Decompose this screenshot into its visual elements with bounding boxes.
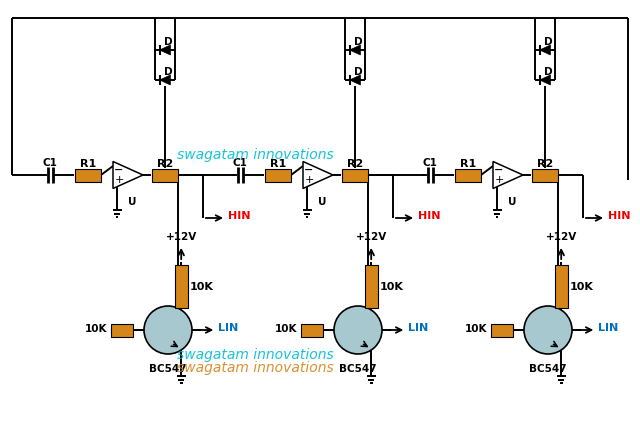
- Text: +12V: +12V: [356, 232, 387, 242]
- Text: swagatam innovations: swagatam innovations: [177, 361, 333, 375]
- Text: C1: C1: [232, 158, 248, 168]
- Bar: [301, 323, 323, 336]
- Text: D: D: [164, 37, 172, 47]
- Bar: [491, 323, 513, 336]
- Text: 10K: 10K: [275, 324, 297, 334]
- Bar: [265, 168, 291, 181]
- Text: D: D: [544, 67, 552, 77]
- Bar: [455, 168, 481, 181]
- Polygon shape: [303, 161, 333, 188]
- Text: −: −: [304, 164, 314, 174]
- Polygon shape: [540, 75, 550, 85]
- Bar: [342, 168, 368, 181]
- Text: +: +: [494, 175, 504, 185]
- Text: HIN: HIN: [228, 211, 250, 221]
- Circle shape: [524, 306, 572, 354]
- Bar: [365, 265, 378, 308]
- Text: D: D: [354, 67, 362, 77]
- Text: 10K: 10K: [84, 324, 107, 334]
- Polygon shape: [159, 75, 170, 85]
- Polygon shape: [540, 45, 550, 55]
- Polygon shape: [349, 45, 360, 55]
- Text: R2: R2: [537, 159, 553, 169]
- Bar: [555, 265, 568, 308]
- Text: 10K: 10K: [379, 282, 403, 292]
- Text: LIN: LIN: [598, 323, 618, 333]
- Text: LIN: LIN: [218, 323, 239, 333]
- Text: BC547: BC547: [339, 364, 377, 374]
- Text: BC547: BC547: [529, 364, 567, 374]
- Text: −: −: [494, 164, 504, 174]
- Text: U: U: [128, 197, 136, 207]
- Text: R1: R1: [460, 159, 476, 169]
- Bar: [75, 168, 101, 181]
- Text: +: +: [115, 175, 124, 185]
- Polygon shape: [349, 75, 360, 85]
- Bar: [152, 168, 178, 181]
- Text: swagatam innovations: swagatam innovations: [177, 148, 333, 162]
- Text: 10K: 10K: [465, 324, 487, 334]
- Text: LIN: LIN: [408, 323, 428, 333]
- Text: R1: R1: [80, 159, 96, 169]
- Polygon shape: [159, 45, 170, 55]
- Text: 10K: 10K: [569, 282, 593, 292]
- Text: +12V: +12V: [545, 232, 577, 242]
- Circle shape: [144, 306, 192, 354]
- Bar: [532, 168, 558, 181]
- Text: +: +: [304, 175, 314, 185]
- Text: U: U: [508, 197, 516, 207]
- Text: C1: C1: [422, 158, 437, 168]
- Text: +12V: +12V: [166, 232, 197, 242]
- Polygon shape: [113, 161, 143, 188]
- Bar: [175, 265, 188, 308]
- Text: R2: R2: [157, 159, 173, 169]
- Polygon shape: [493, 161, 523, 188]
- Text: 10K: 10K: [189, 282, 213, 292]
- Text: D: D: [544, 37, 552, 47]
- Circle shape: [334, 306, 382, 354]
- Text: swagatam innovations: swagatam innovations: [177, 348, 333, 362]
- Text: U: U: [317, 197, 326, 207]
- Text: R2: R2: [347, 159, 363, 169]
- Text: C1: C1: [43, 158, 58, 168]
- Text: BC547: BC547: [149, 364, 187, 374]
- Text: HIN: HIN: [418, 211, 440, 221]
- Text: D: D: [354, 37, 362, 47]
- Text: R1: R1: [270, 159, 286, 169]
- Bar: [111, 323, 133, 336]
- Text: HIN: HIN: [608, 211, 630, 221]
- Text: D: D: [164, 67, 172, 77]
- Text: −: −: [115, 164, 124, 174]
